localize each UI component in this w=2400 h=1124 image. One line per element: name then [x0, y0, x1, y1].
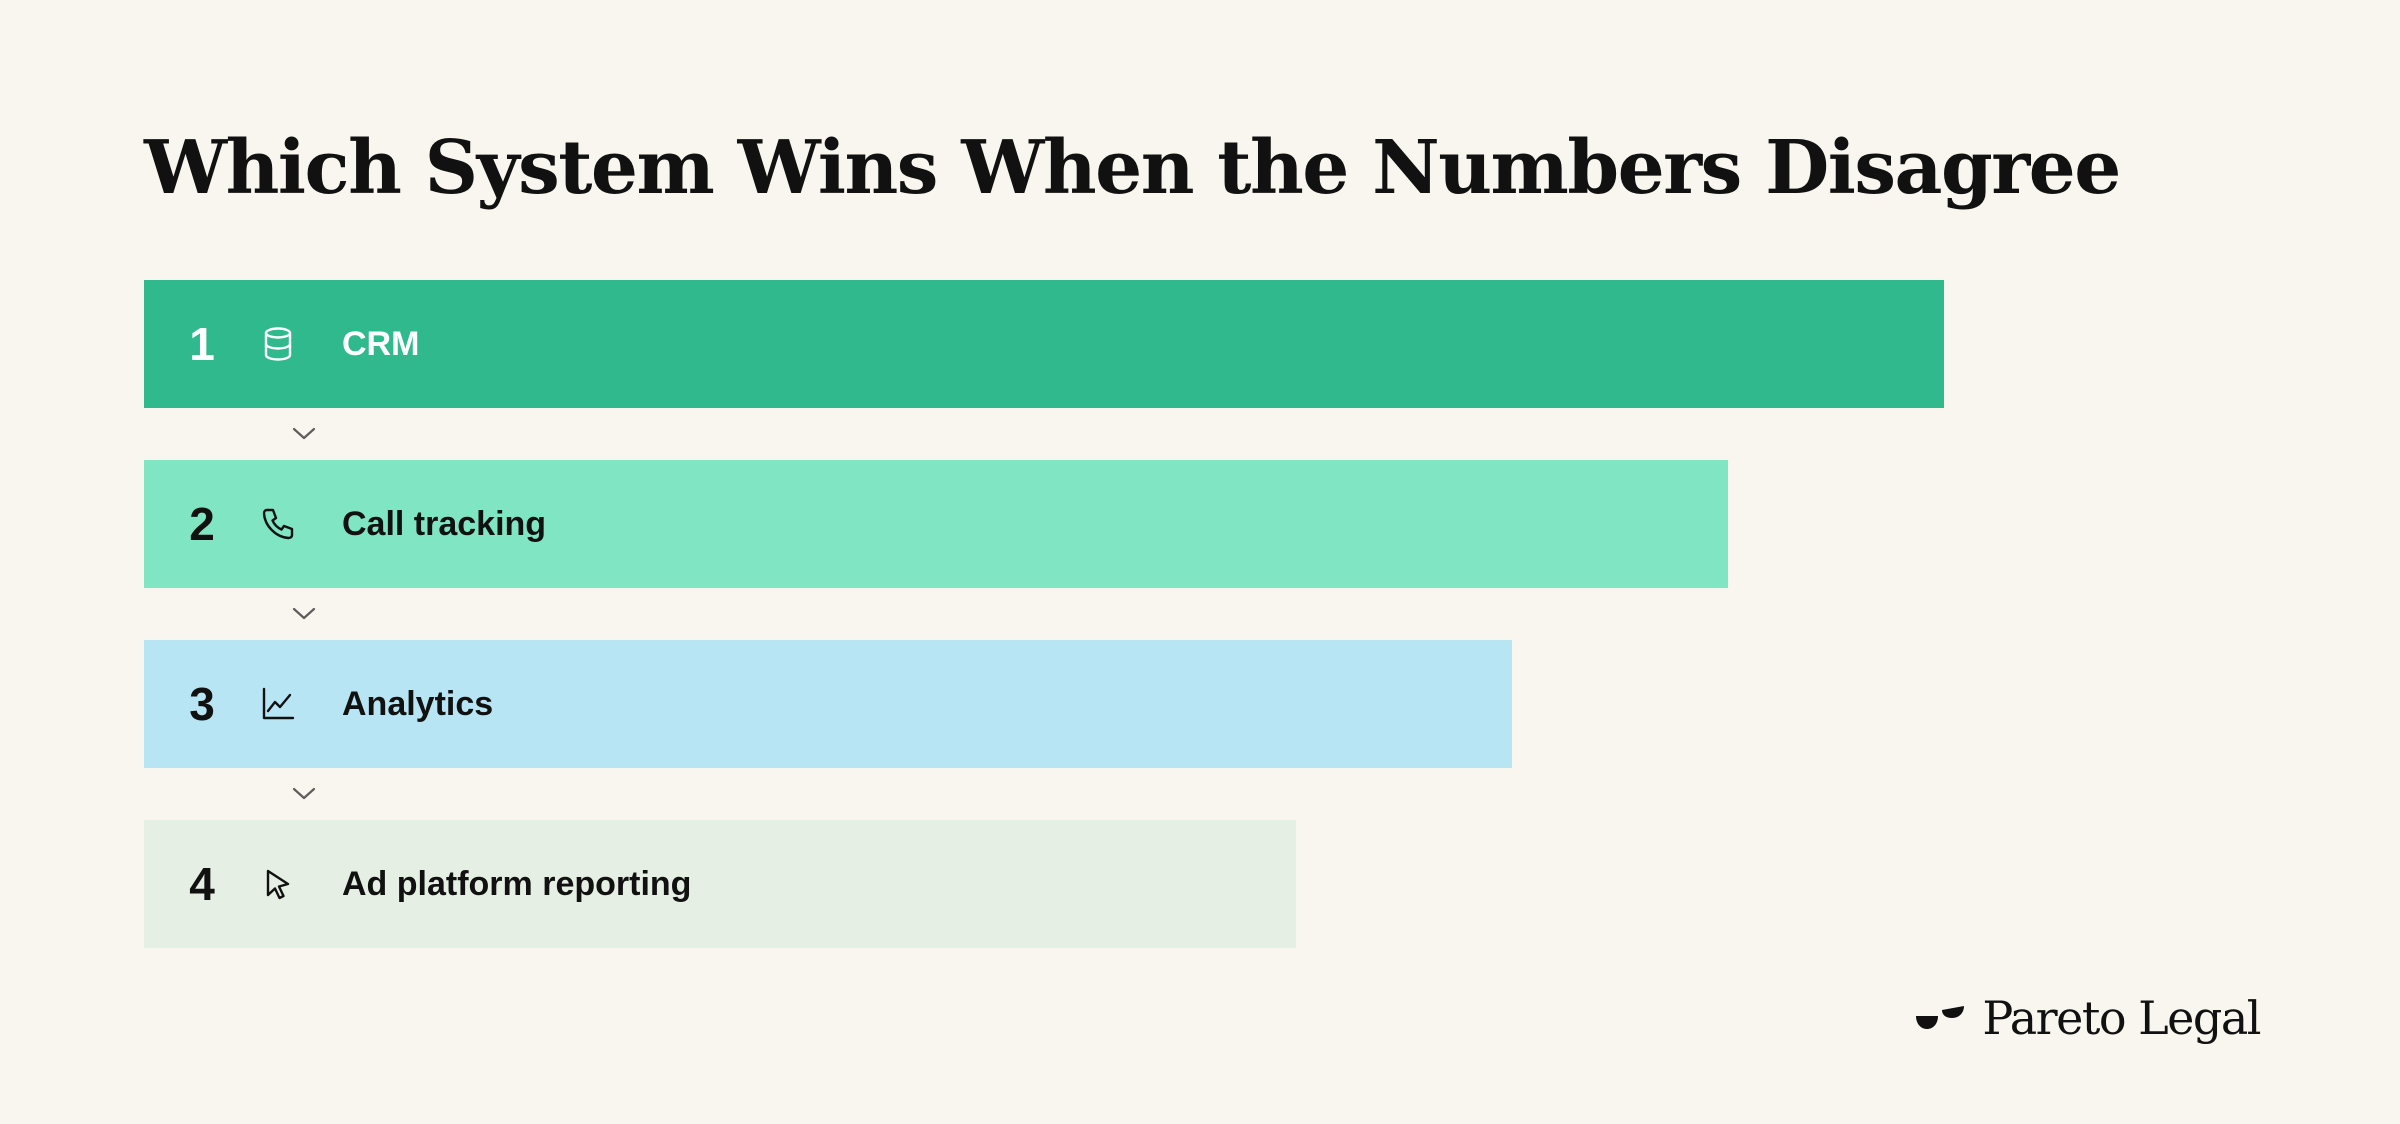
tier-label: Ad platform reporting: [342, 865, 692, 903]
tier-row-3: 3 Analytics: [144, 640, 1512, 768]
priority-ladder: 1 CRM 2 Call tracking 3: [144, 280, 1944, 980]
database-icon: [258, 324, 298, 364]
pareto-legal-logo-icon: [1914, 1000, 1966, 1036]
tier-rank: 1: [189, 318, 215, 370]
phone-icon: [258, 504, 298, 544]
chevron-down-icon: [288, 784, 320, 804]
page-title: Which System Wins When the Numbers Disag…: [144, 125, 2121, 211]
tier-rank: 4: [189, 858, 215, 910]
brand-logo: Pareto Legal: [1914, 988, 2261, 1048]
line-chart-icon: [258, 684, 298, 724]
cursor-click-icon: [258, 864, 298, 904]
tier-label: Call tracking: [342, 505, 547, 543]
tier-row-4: 4 Ad platform reporting: [144, 820, 1296, 948]
tier-rank: 3: [189, 678, 215, 730]
tier-row-2: 2 Call tracking: [144, 460, 1728, 588]
tier-label: CRM: [342, 325, 420, 363]
chevron-down-icon: [288, 604, 320, 624]
tier-row-1: 1 CRM: [144, 280, 1944, 408]
tier-label: Analytics: [342, 685, 494, 723]
brand-name: Pareto Legal: [1982, 991, 2261, 1045]
tier-rank: 2: [189, 498, 215, 550]
chevron-down-icon: [288, 424, 320, 444]
